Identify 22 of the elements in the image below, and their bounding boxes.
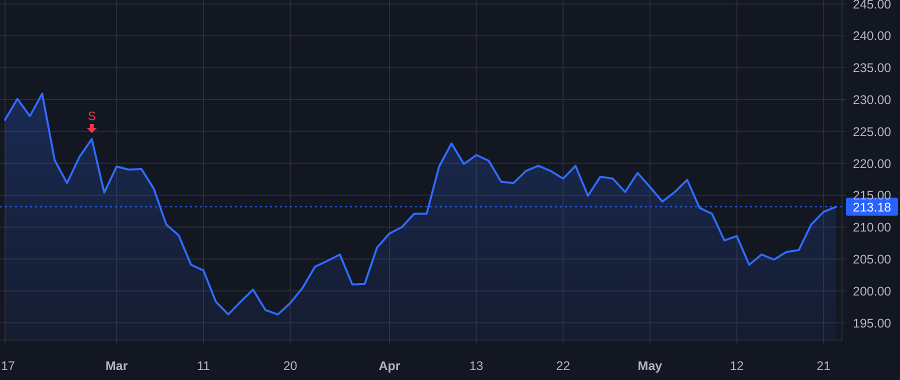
x-tick-label: 12 [730, 359, 744, 373]
x-tick-label: 22 [556, 359, 570, 373]
y-tick-label: 210.00 [852, 220, 892, 235]
x-tick-label: Mar [106, 359, 128, 373]
y-tick-label: 230.00 [852, 93, 892, 108]
x-tick-label: 17 [1, 359, 15, 373]
ref-line-label: 213.18 [852, 200, 892, 214]
y-tick-label: 240.00 [852, 29, 892, 44]
x-tick-label: 13 [469, 359, 484, 373]
x-tick-label: 21 [816, 359, 831, 373]
x-tick-label: May [638, 359, 662, 373]
y-tick-label: 195.00 [852, 316, 892, 330]
y-tick-label: 220.00 [852, 156, 892, 171]
y-tick-label: 225.00 [852, 124, 892, 139]
y-tick-label: 245.00 [852, 0, 892, 12]
x-tick-label: Apr [378, 359, 400, 373]
annotation: S [88, 109, 96, 124]
y-tick-label: 205.00 [852, 252, 892, 266]
y-tick-label: 235.00 [852, 61, 892, 76]
y-tick-label: 200.00 [852, 284, 892, 298]
x-tick-label: 20 [283, 359, 298, 373]
x-tick-label: 11 [196, 359, 210, 373]
